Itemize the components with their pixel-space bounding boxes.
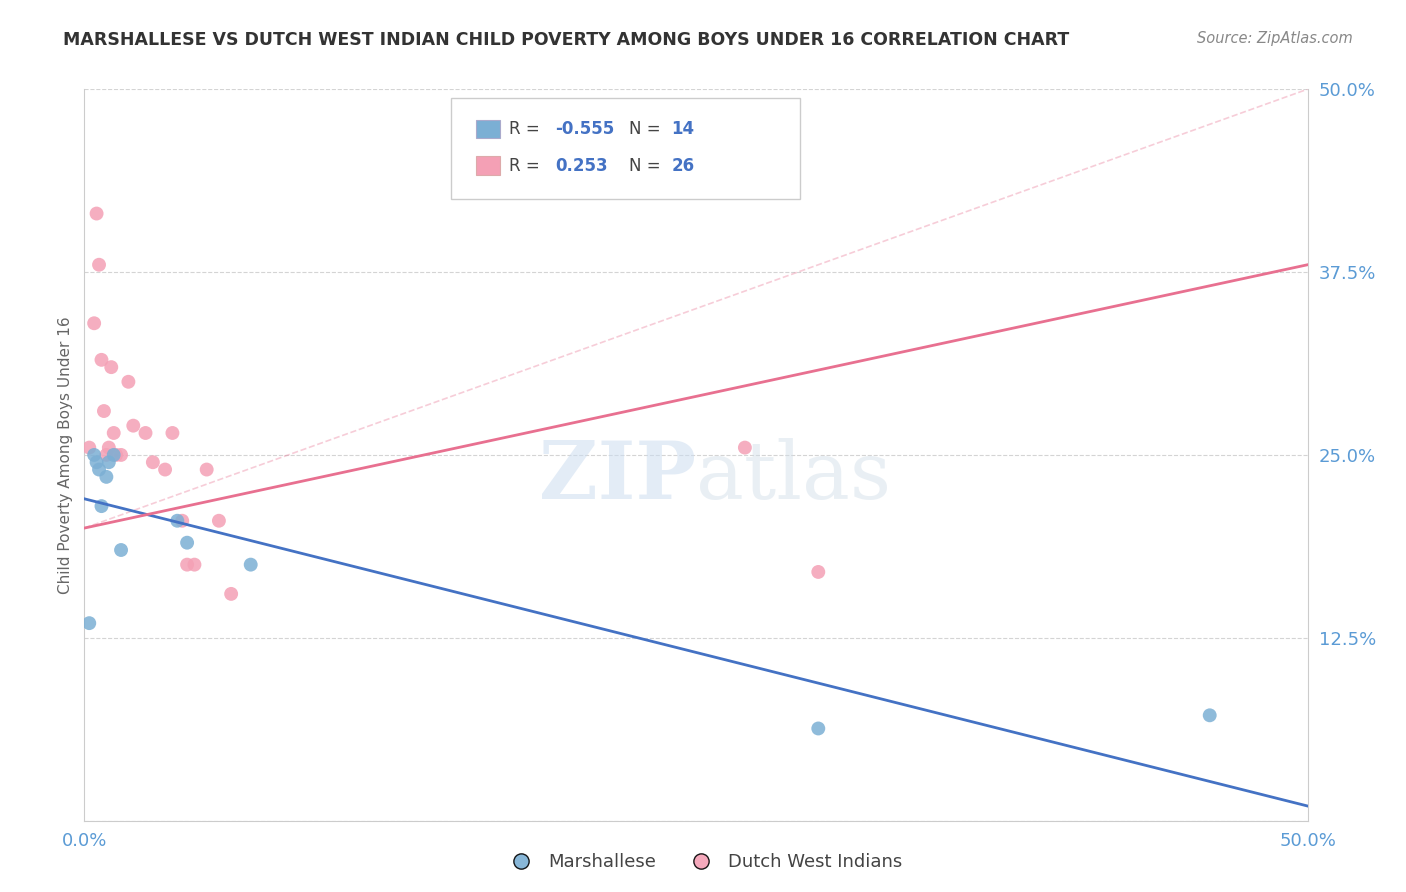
Point: [135, 425, 157, 440]
Point: [195, 462, 218, 476]
Text: N =: N =: [628, 120, 665, 138]
Point: [219, 587, 242, 601]
Point: [90, 499, 112, 513]
Point: [208, 514, 231, 528]
Text: N =: N =: [628, 157, 665, 175]
Point: [87, 258, 110, 272]
Point: [77, 441, 100, 455]
Point: [142, 455, 165, 469]
Point: [166, 514, 188, 528]
Point: [176, 535, 198, 549]
Point: [153, 462, 176, 476]
Point: [110, 543, 132, 558]
Point: [105, 448, 128, 462]
Point: [807, 722, 830, 736]
Text: -0.555: -0.555: [555, 120, 614, 138]
Point: [172, 514, 194, 528]
Point: [807, 565, 830, 579]
Text: R =: R =: [509, 157, 550, 175]
Point: [103, 448, 125, 462]
Point: [122, 418, 145, 433]
Text: 14: 14: [672, 120, 695, 138]
Text: Source: ZipAtlas.com: Source: ZipAtlas.com: [1197, 31, 1353, 46]
Point: [96, 448, 118, 462]
Point: [93, 404, 115, 418]
Point: [110, 448, 132, 462]
Point: [87, 462, 110, 476]
Point: [176, 558, 198, 572]
Point: [1198, 708, 1220, 723]
Point: [239, 558, 262, 572]
Text: R =: R =: [509, 120, 544, 138]
FancyBboxPatch shape: [475, 156, 501, 175]
Text: MARSHALLESE VS DUTCH WEST INDIAN CHILD POVERTY AMONG BOYS UNDER 16 CORRELATION C: MARSHALLESE VS DUTCH WEST INDIAN CHILD P…: [63, 31, 1070, 49]
Point: [97, 441, 120, 455]
Point: [100, 360, 122, 375]
Text: 0.253: 0.253: [555, 157, 607, 175]
Point: [83, 316, 105, 330]
FancyBboxPatch shape: [475, 120, 501, 138]
Legend: Marshallese, Dutch West Indians: Marshallese, Dutch West Indians: [496, 847, 910, 879]
FancyBboxPatch shape: [451, 98, 800, 199]
Point: [83, 448, 105, 462]
Point: [162, 425, 184, 440]
Point: [103, 425, 125, 440]
Point: [77, 616, 100, 631]
Text: ZIP: ZIP: [538, 438, 696, 516]
Point: [86, 206, 108, 220]
Y-axis label: Child Poverty Among Boys Under 16: Child Poverty Among Boys Under 16: [58, 316, 73, 594]
Point: [90, 352, 112, 367]
Point: [97, 455, 120, 469]
Point: [117, 375, 139, 389]
Text: 26: 26: [672, 157, 695, 175]
Point: [734, 441, 756, 455]
Point: [86, 455, 108, 469]
Text: atlas: atlas: [696, 438, 891, 516]
Point: [96, 470, 118, 484]
Point: [183, 558, 205, 572]
